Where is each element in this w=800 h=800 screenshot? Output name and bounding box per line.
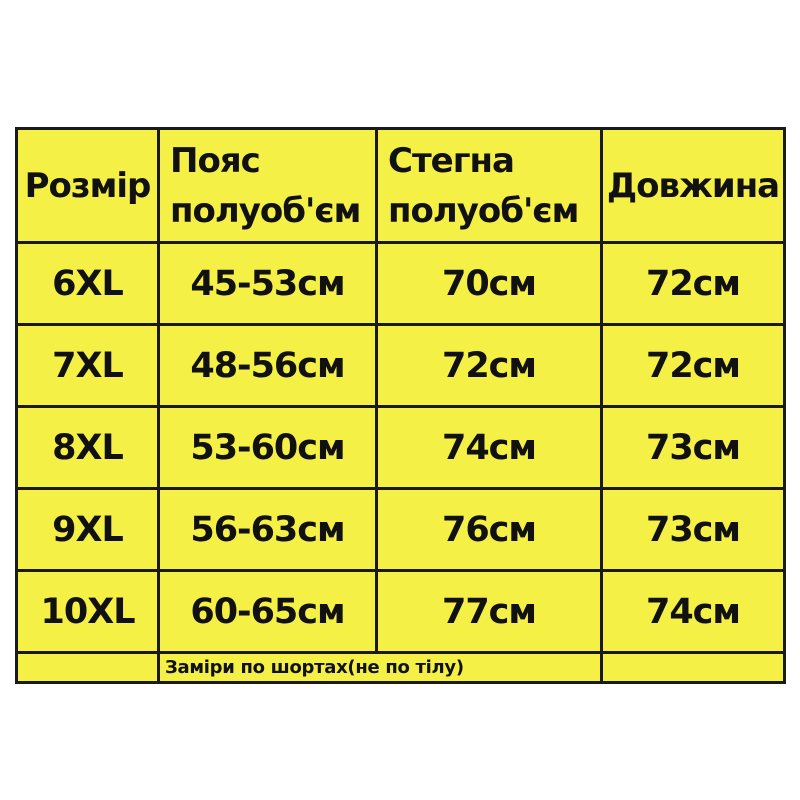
column-header-length: Довжина <box>603 130 783 241</box>
size-cell: 9XL <box>18 490 157 569</box>
column-header-hips: Стегна полуоб'єм <box>378 130 600 241</box>
length-cell: 74см <box>603 572 783 651</box>
measurement-note: Заміри по шортах(не по тілу) <box>160 654 600 681</box>
column-header-size: Розмір <box>18 130 157 241</box>
size-cell: 6XL <box>18 244 157 323</box>
waist-cell: 45-53см <box>160 244 375 323</box>
column-header-length-label: Довжина <box>606 165 780 206</box>
size-cell: 7XL <box>18 326 157 405</box>
column-header-waist-line2: полуоб'єм <box>170 190 361 231</box>
waist-cell: 48-56см <box>160 326 375 405</box>
column-header-hips-line2: полуоб'єм <box>388 190 579 231</box>
size-chart-table: Розмір Пояс полуоб'єм Стегна полуоб'єм Д… <box>15 127 786 684</box>
length-cell: 72см <box>603 326 783 405</box>
column-header-size-label: Розмір <box>24 165 152 206</box>
hips-cell: 76см <box>378 490 600 569</box>
footnote-empty-cell-right <box>603 654 783 681</box>
length-cell: 72см <box>603 244 783 323</box>
hips-cell: 74см <box>378 408 600 487</box>
hips-cell: 77см <box>378 572 600 651</box>
column-header-waist-line1: Пояс <box>170 140 261 181</box>
hips-cell: 72см <box>378 326 600 405</box>
footnote-empty-cell-left <box>18 654 157 681</box>
waist-cell: 56-63см <box>160 490 375 569</box>
waist-cell: 60-65см <box>160 572 375 651</box>
length-cell: 73см <box>603 490 783 569</box>
size-cell: 8XL <box>18 408 157 487</box>
size-cell: 10XL <box>18 572 157 651</box>
waist-cell: 53-60см <box>160 408 375 487</box>
length-cell: 73см <box>603 408 783 487</box>
column-header-waist: Пояс полуоб'єм <box>160 130 375 241</box>
hips-cell: 70см <box>378 244 600 323</box>
column-header-hips-line1: Стегна <box>388 140 515 181</box>
